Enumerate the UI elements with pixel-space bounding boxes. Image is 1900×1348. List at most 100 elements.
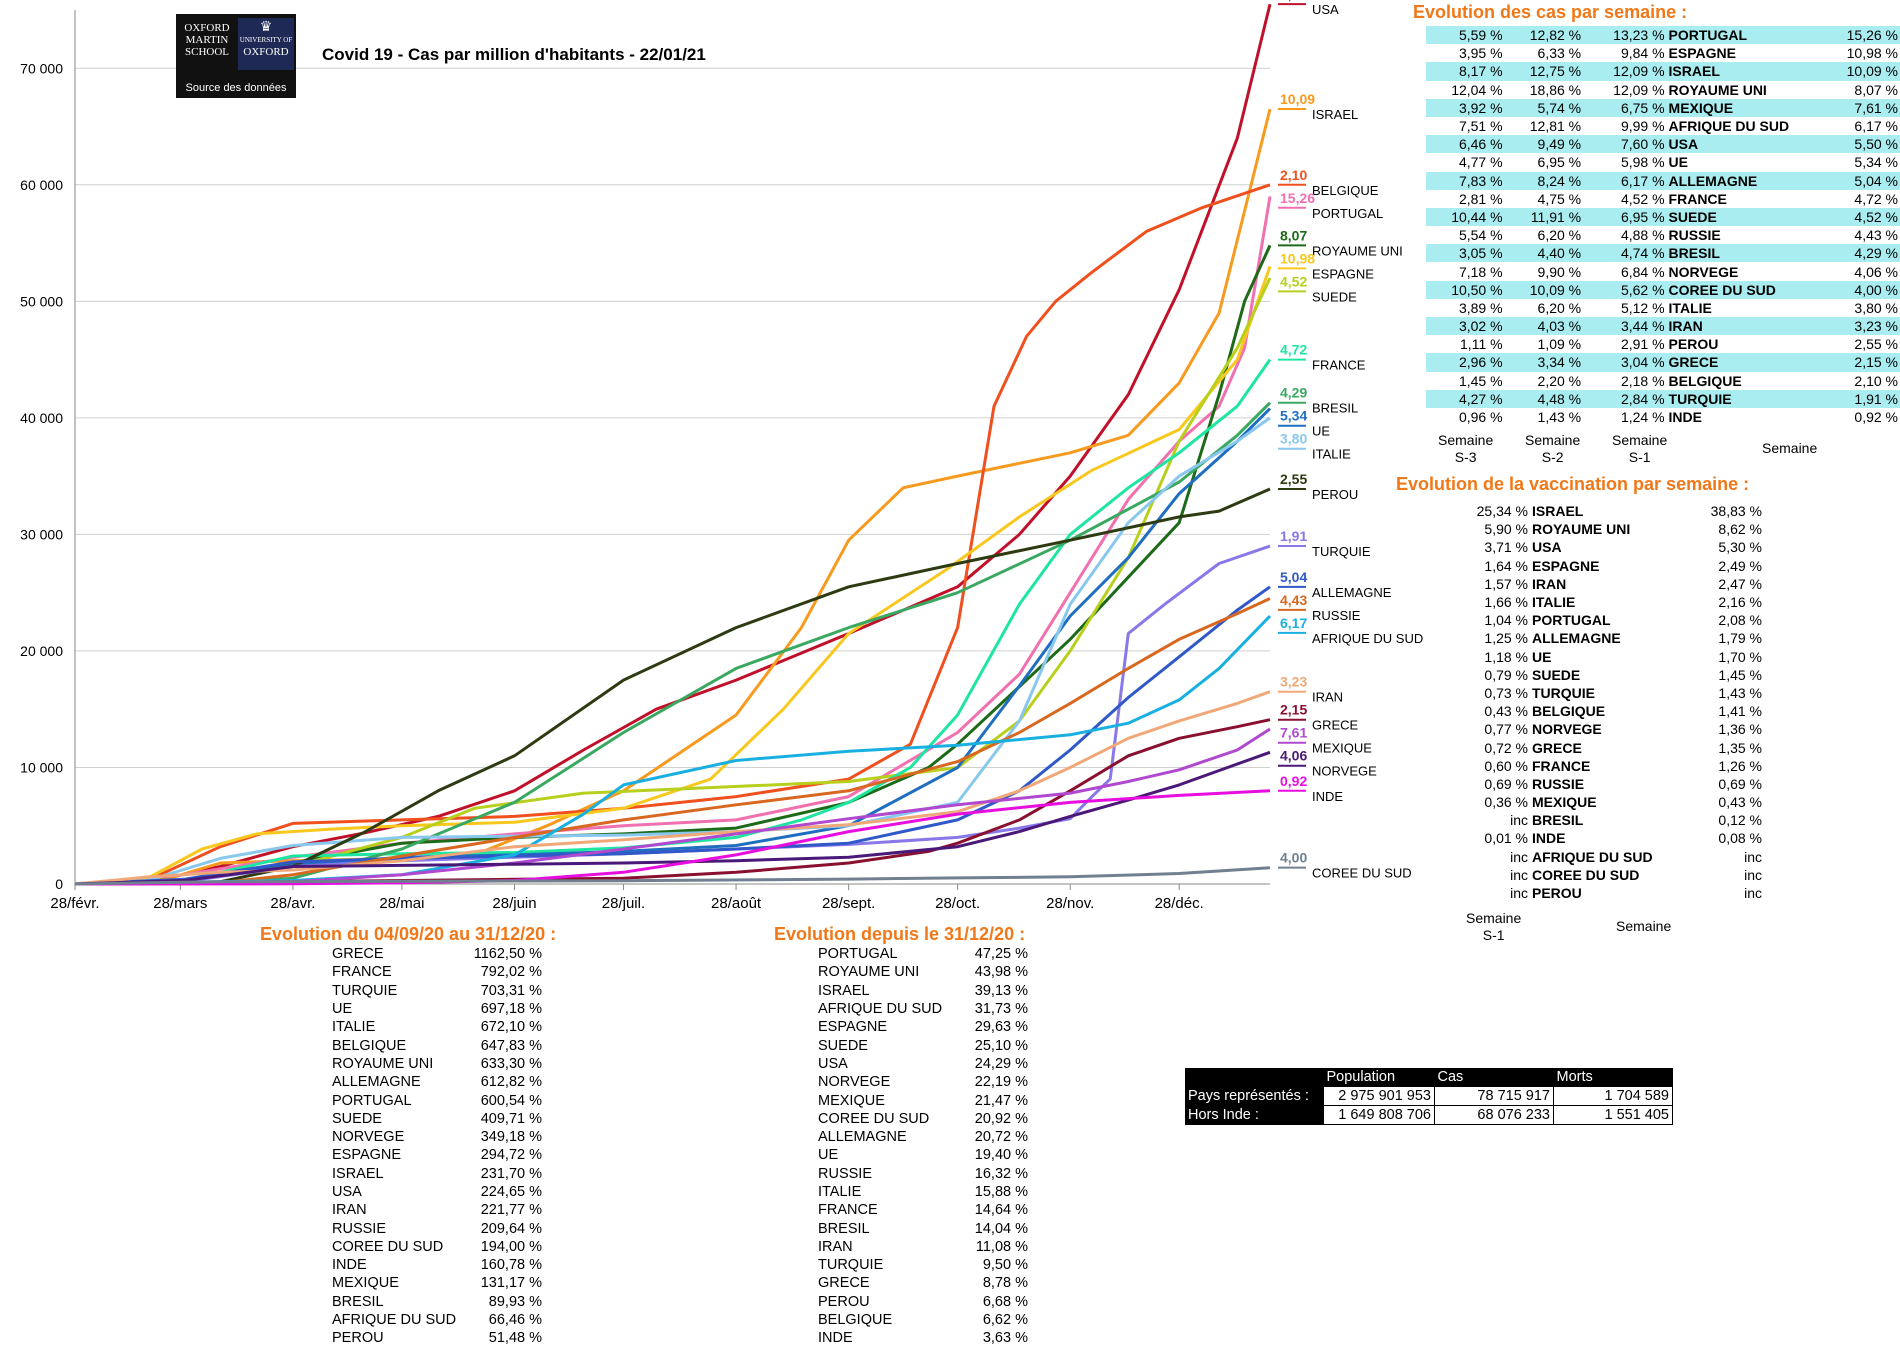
evolution-row: ROYAUME UNI 633,30 % [332,1055,542,1073]
country-name: UE [1668,154,1688,171]
series-line-israel [74,108,1272,886]
country-name: PEROU [818,1293,870,1310]
country-name: SUEDE [818,1037,868,1054]
week-s2-value: 10,09 % [1504,280,1584,299]
series-value-label: 4,43 [1280,592,1307,608]
week-s1-value: 6,95 % [1583,207,1667,227]
country-name: RUSSIE [1668,227,1721,244]
weekly-row: 10,50 % 10,09 % 5,62 % COREE DU SUD 4,00 % [1426,280,1900,299]
week-s1-value: 12,09 % [1613,81,1665,98]
vaccination-row: 5,90 % ROYAUME UNI 8,62 % [1450,520,1764,538]
country-name: USA [1532,539,1562,556]
country-name: SUEDE [1532,666,1581,683]
y-tick-label: 70 000 [20,60,63,76]
caption-line: Semaine [1525,432,1581,448]
week-s1-value: 13,23 % [1583,26,1667,45]
week-s3-value: 0,96 % [1458,409,1503,426]
week-last-value: 5,34 % [1854,154,1898,171]
evolution-value: 6,62 % [982,1312,1028,1329]
evolution-row: FRANCE 792,02 % [332,963,542,981]
country-name: FRANCE [1668,190,1727,207]
vaccination-row: 0,72 % GRECE 1,35 % [1450,738,1764,756]
evolution-row: AFRIQUE DU SUD 66,46 % [332,1311,542,1329]
evolution-row: PORTUGAL 47,25 % [818,945,1028,963]
weekly-row: 3,89 % 6,20 % 5,12 % ITALIE 3,80 % [1426,299,1900,317]
evolution-row: SUEDE 25,10 % [818,1036,1028,1054]
evolution-row: AFRIQUE DU SUD 31,73 % [818,1000,1028,1018]
week-s3-value: 3,95 % [1458,45,1503,62]
evolution-row: USA 224,65 % [332,1183,542,1201]
week-s1-value: 4,52 % [1620,190,1665,207]
week-s1-value: 6,75 % [1583,98,1667,117]
evolution-value: 51,48 % [488,1330,542,1347]
series-line-perou [74,487,1271,886]
evolution-value: 20,72 % [974,1129,1028,1146]
country-name: INDE [818,1330,853,1347]
country-name: COREE DU SUD [1532,866,1640,883]
week-s3-value: 4,27 % [1426,389,1505,408]
vac-prev-value: inc [1510,812,1528,829]
vac-last-value: 1,26 % [1718,757,1762,774]
series-value-label: 3,80 [1280,431,1307,447]
week-s2-value: 6,33 % [1537,45,1582,62]
population-row: Hors Inde : 1 649 808 706 68 076 233 1 5… [1185,1105,1673,1125]
series-value-label: 4,29 [1280,385,1307,401]
vaccination-row: inc PEROU inc [1450,884,1764,902]
country-name: UE [332,1001,353,1018]
week-s2-value: 4,48 % [1504,389,1584,408]
evolution-value: 20,92 % [974,1110,1028,1127]
cases-value: 68 076 233 [1434,1105,1554,1125]
week-s3-value: 2,96 % [1426,353,1505,372]
caption-line: Semaine [1466,910,1522,926]
vac-prev-value: 25,34 % [1476,503,1528,520]
row-label: Pays représentés : [1185,1086,1324,1106]
data-source-link[interactable]: Source des données [185,82,287,94]
country-name: ROYAUME UNI [1668,81,1767,98]
country-name: NORVEGE [818,1074,891,1091]
series-line-portugal [74,196,1272,886]
week-s2-value: 4,75 % [1537,190,1582,207]
x-tick-label: 28/août [711,895,762,912]
country-name: TURQUIE [818,1257,884,1274]
weekly-row: 2,81 % 4,75 % 4,52 % FRANCE 4,72 % [1426,190,1900,208]
evolution-value: 6,68 % [982,1293,1028,1310]
week-s3-value: 3,02 % [1426,317,1505,336]
country-name: ALLEMAGNE [1532,630,1621,647]
weekly-cases-title: Evolution des cas par semaine : [1413,2,1688,22]
deaths-value: 1 704 589 [1553,1086,1673,1106]
vac-prev-value: inc [1510,885,1528,902]
evolution-row: BRESIL 14,04 % [818,1219,1028,1237]
week-s2-value: 3,34 % [1504,353,1584,372]
series-value-label: 5,50 [1280,0,1307,2]
evolution-value: 633,30 % [480,1055,542,1072]
country-name: PEROU [332,1330,384,1347]
country-name: AFRIQUE DU SUD [1532,848,1653,865]
week-last-value: 4,43 % [1854,227,1898,244]
evolution-row: USA 24,29 % [818,1055,1028,1073]
vac-prev-value: 0,60 % [1484,757,1528,774]
series-name-label: MEXIQUE [1312,741,1372,756]
country-name: FRANCE [818,1202,878,1219]
logo-line: UNIVERSITY OF [239,36,293,44]
caption-line: S-2 [1541,449,1564,465]
series-line-norvege [74,750,1271,886]
evolution-value: 224,65 % [480,1184,542,1200]
y-tick-label: 40 000 [20,410,63,426]
weekly-row: 5,54 % 6,20 % 4,88 % RUSSIE 4,43 % [1426,226,1900,244]
header-deaths: Morts [1553,1068,1673,1087]
week-s2-value: 9,90 % [1537,263,1582,280]
oxford-martin-logo[interactable]: OXFORD MARTIN SCHOOL ♛ UNIVERSITY OF OXF… [176,14,296,98]
week-s2-value: 4,40 % [1504,244,1584,263]
country-name: ALLEMAGNE [818,1129,907,1146]
series-value-label: 1,91 [1280,528,1307,544]
vac-prev-value: 1,66 % [1484,594,1528,611]
vac-prev-value: 0,72 % [1484,739,1528,756]
logo-left: OXFORD MARTIN SCHOOL [179,22,235,76]
week-last-value: 2,15 % [1821,353,1900,372]
evolution-row: GRECE 8,78 % [818,1274,1028,1292]
series-name-label: NORVEGE [1312,764,1377,779]
country-name: ESPAGNE [332,1147,402,1164]
chart-title: Covid 19 - Cas par million d'habitants -… [322,45,706,64]
population-value: 1 649 808 706 [1323,1105,1435,1125]
series-name-label: BELGIQUE [1312,183,1379,198]
